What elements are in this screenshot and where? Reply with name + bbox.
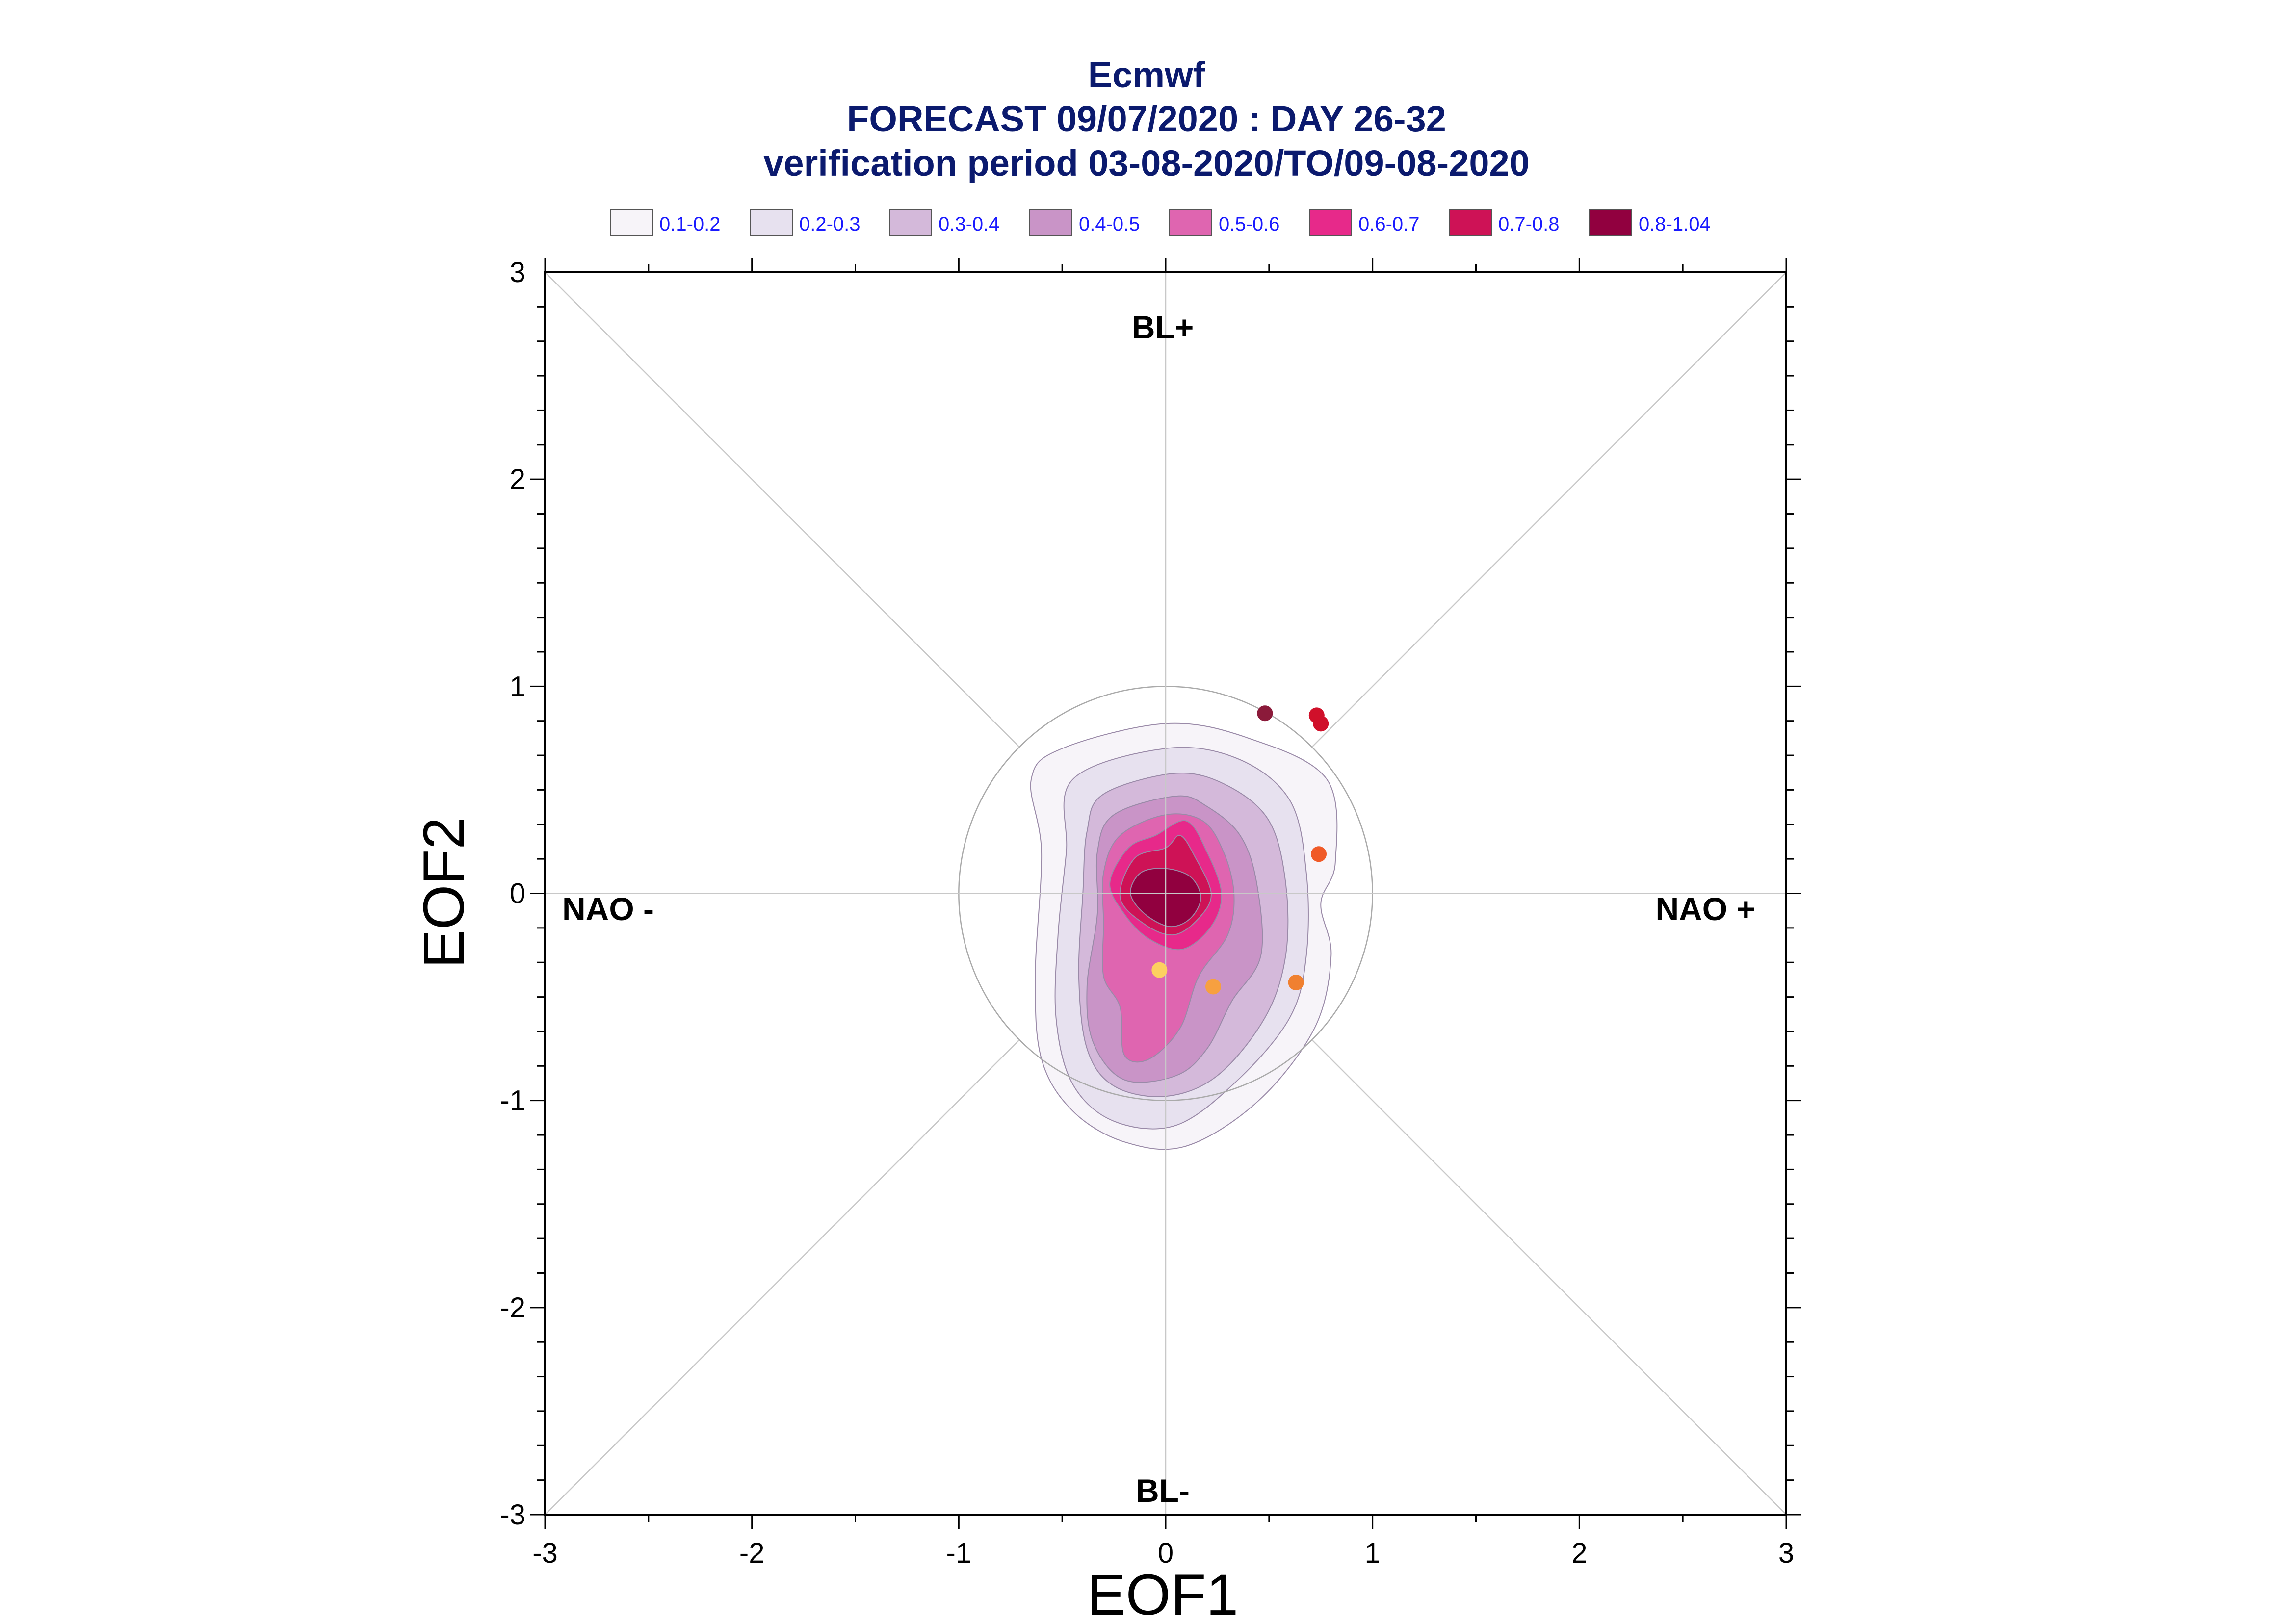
y-tick-label: 3 [510, 257, 525, 288]
density-contours [1030, 722, 1338, 1150]
chart-title-line-3: verification period 03-08-2020/TO/09-08-… [763, 143, 1530, 183]
y-tick-label: 0 [510, 878, 525, 910]
y-tick-label: -2 [500, 1292, 525, 1324]
y-tick-label: -3 [500, 1499, 525, 1531]
legend-swatch [1309, 209, 1352, 236]
plot-area: -3 -2 -1 0 1 2 3 -3 -2 -1 0 1 2 3 [500, 257, 1801, 1569]
x-axis-label: EOF1 [1087, 1563, 1238, 1624]
diagonal-line [545, 1039, 1020, 1515]
region-label-nao-minus: NAO - [562, 891, 654, 927]
y-tick-label: 1 [510, 670, 525, 702]
x-tick-label: -2 [739, 1537, 765, 1569]
legend-swatch [750, 209, 793, 236]
legend-label: 0.5-0.6 [1219, 213, 1280, 235]
x-tick-label: -3 [532, 1537, 558, 1569]
legend-swatch [1449, 209, 1492, 236]
chart-title-line-1: Ecmwf [1088, 54, 1205, 95]
legend-swatch [889, 209, 932, 236]
region-label-nao-plus: NAO + [1655, 891, 1755, 927]
diagonal-line [545, 272, 1020, 748]
legend-label: 0.6-0.7 [1358, 213, 1420, 235]
region-label-bl-minus: BL- [1136, 1472, 1190, 1509]
x-tick-label: 0 [1158, 1537, 1174, 1569]
data-point [1288, 975, 1304, 991]
diagonal-line [1311, 272, 1787, 748]
legend-swatch [1029, 209, 1072, 236]
axis-ticks: -3 -2 -1 0 1 2 3 -3 -2 -1 0 1 2 3 [500, 257, 1801, 1569]
y-tick-label: -1 [500, 1085, 525, 1117]
scatter-points [1151, 705, 1329, 995]
legend-label: 0.7-0.8 [1498, 213, 1560, 235]
data-point [1205, 979, 1221, 995]
region-label-bl-plus: BL+ [1132, 309, 1194, 345]
legend-label: 0.1-0.2 [659, 213, 721, 235]
diagonal-line [1311, 1039, 1787, 1515]
legend: 0.1-0.2 0.2-0.3 0.3-0.4 0.4-0.5 0.5-0.6 0.6-0… [610, 209, 1711, 236]
x-tick-label: 2 [1571, 1537, 1587, 1569]
data-point [1151, 962, 1168, 978]
data-point [1313, 716, 1329, 732]
data-point [1311, 846, 1327, 862]
legend-label: 0.3-0.4 [939, 213, 1000, 235]
legend-label: 0.2-0.3 [799, 213, 861, 235]
x-tick-label: -1 [946, 1537, 972, 1569]
x-tick-label: 1 [1365, 1537, 1381, 1569]
legend-swatch [1169, 209, 1212, 236]
legend-label: 0.8-1.04 [1639, 213, 1711, 235]
x-tick-label: 3 [1778, 1537, 1794, 1569]
guide-lines [545, 272, 1787, 1515]
chart-title-line-2: FORECAST 09/07/2020 : DAY 26-32 [847, 99, 1446, 139]
data-point [1257, 705, 1273, 722]
legend-label: 0.4-0.5 [1079, 213, 1140, 235]
y-tick-label: 2 [510, 464, 525, 495]
legend-swatch [1589, 209, 1632, 236]
y-axis-label: EOF2 [412, 817, 476, 968]
legend-swatch [610, 209, 653, 236]
